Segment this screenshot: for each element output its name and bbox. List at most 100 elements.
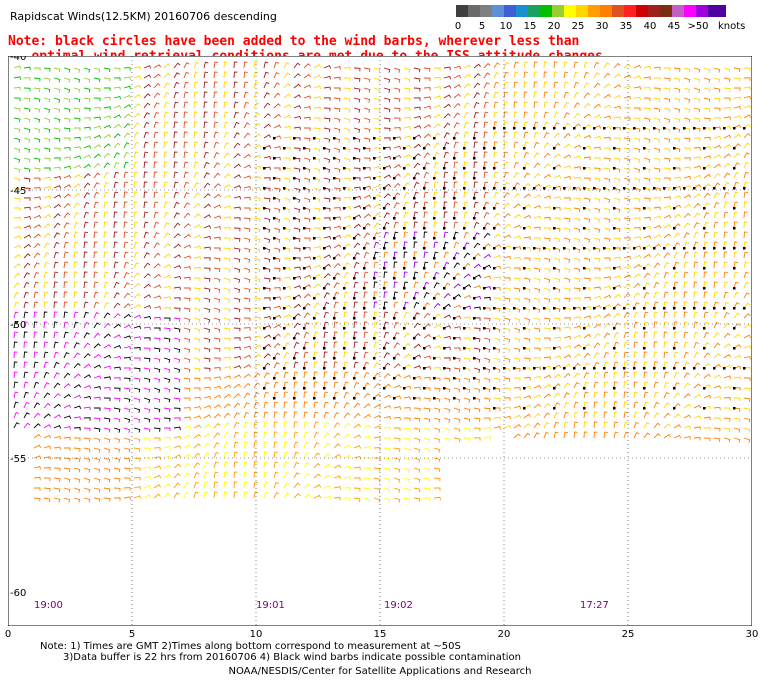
wind-barb [653,331,658,339]
wind-barb [123,221,128,229]
wind-barb [454,347,461,351]
wind-barb [513,91,518,99]
wind-barb [43,424,52,429]
wind-barb [483,407,491,412]
wind-barb [173,347,181,353]
wind-barb [613,127,621,131]
quality-flag-circle [263,207,266,210]
wind-barb [353,445,362,449]
wind-barb [263,197,271,202]
wind-barb [493,317,501,323]
wind-barb [423,152,431,159]
quality-flag-circle [623,187,626,190]
wind-barb [93,107,101,111]
wind-barb [593,103,601,109]
wind-barb [103,77,111,82]
wind-barb [733,417,741,423]
wind-barb [23,77,31,81]
wind-barb [193,433,201,439]
wind-barb [223,247,231,252]
quality-flag-circle [433,157,436,160]
wind-barb [43,341,48,349]
wind-barb [683,372,690,379]
wind-barb [123,487,131,491]
wind-barb [523,327,531,333]
wind-barb [513,131,518,139]
wind-barb [673,87,681,93]
wind-barb [693,393,702,399]
wind-barb [363,371,370,379]
wind-barb [273,124,282,129]
wind-barb [353,137,361,143]
wind-barb [553,373,561,379]
wind-barb [383,221,390,229]
wind-barb [723,134,732,139]
wind-barb [283,157,291,162]
wind-barb [543,101,549,109]
wind-barb [223,375,232,379]
wind-barb [673,331,678,339]
wind-barb [673,271,679,279]
wind-barb [623,95,632,100]
wind-barb [553,237,561,243]
wind-barb [393,145,402,150]
wind-barb [583,431,588,439]
wind-barb [493,327,501,333]
wind-barb [333,301,339,309]
wind-barb [333,453,341,459]
wind-barb [653,97,661,102]
wind-barb [583,421,588,429]
wind-barb [743,114,752,119]
wind-barb [503,245,512,249]
wind-barb [463,273,471,279]
wind-barb [173,131,178,139]
wind-barb [403,417,411,422]
quality-flag-circle [643,267,646,270]
latitude-label: -40 [10,56,26,63]
wind-barb [33,444,42,449]
wind-barb [43,127,51,133]
time-label: 19:00 [34,600,63,611]
wind-barb [553,207,561,211]
wind-barb [673,281,679,289]
wind-barb [423,231,428,239]
wind-barb [443,407,451,413]
wind-barb [483,222,490,229]
wind-barb [213,277,221,283]
wind-barb [103,231,108,239]
wind-barb [393,136,401,140]
wind-barb [43,351,49,359]
wind-barb [433,181,439,189]
wind-barb [293,451,299,459]
wind-barb [163,131,168,139]
wind-barb [143,112,150,119]
wind-barb [663,196,671,200]
wind-barb [153,295,162,299]
wind-barb [743,123,751,129]
quality-flag-circle [453,297,456,300]
wind-barb [683,435,691,440]
wind-barb [173,297,181,301]
wind-barb [523,386,531,390]
wind-barb [673,392,681,399]
wind-barb [253,326,261,330]
wind-barb [313,187,321,193]
wind-barb [583,277,591,282]
wind-barb [303,177,311,183]
wind-barb [253,277,261,283]
wind-barb [703,87,711,93]
wind-barb [663,233,671,239]
wind-barb [343,117,351,123]
wind-barb [273,167,281,171]
wind-barb [293,381,298,389]
wind-barb [33,371,39,379]
wind-barb [293,275,302,280]
wind-barb [263,155,272,160]
wind-barb [533,277,541,283]
quality-flag-circle [313,177,316,180]
wind-barb [153,201,159,209]
wind-barb [63,241,69,249]
wind-barb [703,241,709,249]
wind-barb [623,411,629,419]
wind-barb [503,347,511,353]
